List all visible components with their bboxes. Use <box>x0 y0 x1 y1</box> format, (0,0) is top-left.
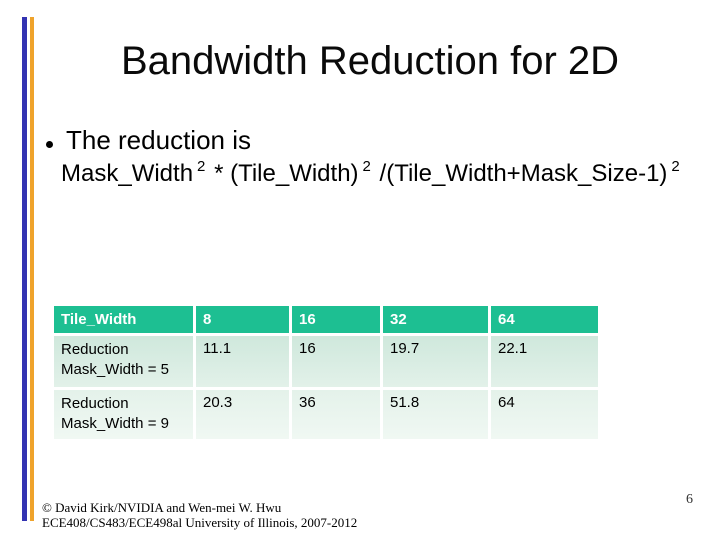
formula-line: Mask_Width 2 * (Tile_Width) 2 /(Tile_Width… <box>61 158 682 189</box>
slide-title: Bandwidth Reduction for 2D <box>120 39 620 83</box>
formula-exp1: 2 <box>197 158 206 175</box>
footer-line1: © David Kirk/NVIDIA and Wen-mei W. Hwu <box>42 500 282 515</box>
bullet-icon <box>46 141 53 148</box>
table-row-label: Reduction Mask_Width = 9 <box>54 390 193 439</box>
table-header-cell: 32 <box>383 306 488 333</box>
accent-bar-orange <box>30 17 34 521</box>
footer-line2: ECE408/CS483/ECE498al University of Illi… <box>42 515 358 530</box>
page-number: 6 <box>686 492 693 507</box>
table-header-cell: 8 <box>196 306 289 333</box>
formula-seg3: /(Tile_Width+Mask_Size-1) <box>379 160 668 187</box>
table-cell: 11.1 <box>196 336 289 387</box>
table-cell: 20.3 <box>196 390 289 439</box>
table-cell: 51.8 <box>383 390 488 439</box>
table-cell: 64 <box>491 390 598 439</box>
table-cell: 36 <box>292 390 380 439</box>
formula-seg2: * (Tile_Width) <box>214 160 359 187</box>
bullet-text: The reduction is <box>66 125 251 155</box>
formula-exp2: 2 <box>362 158 371 175</box>
table-cell: 16 <box>292 336 380 387</box>
copyright-footer: © David Kirk/NVIDIA and Wen-mei W. Hwu E… <box>42 500 357 530</box>
formula-seg1: Mask_Width <box>61 160 194 187</box>
table-header-cell: 16 <box>292 306 380 333</box>
reduction-table: Tile_Width 8 16 32 64 Reduction Mask_Wid… <box>54 306 598 439</box>
formula-exp3: 2 <box>671 158 680 175</box>
table-row-label: Reduction Mask_Width = 5 <box>54 336 193 387</box>
table-header-cell: Tile_Width <box>54 306 193 333</box>
table-cell: 22.1 <box>491 336 598 387</box>
table-header-cell: 64 <box>491 306 598 333</box>
table-cell: 19.7 <box>383 336 488 387</box>
accent-bar-blue <box>22 17 27 521</box>
